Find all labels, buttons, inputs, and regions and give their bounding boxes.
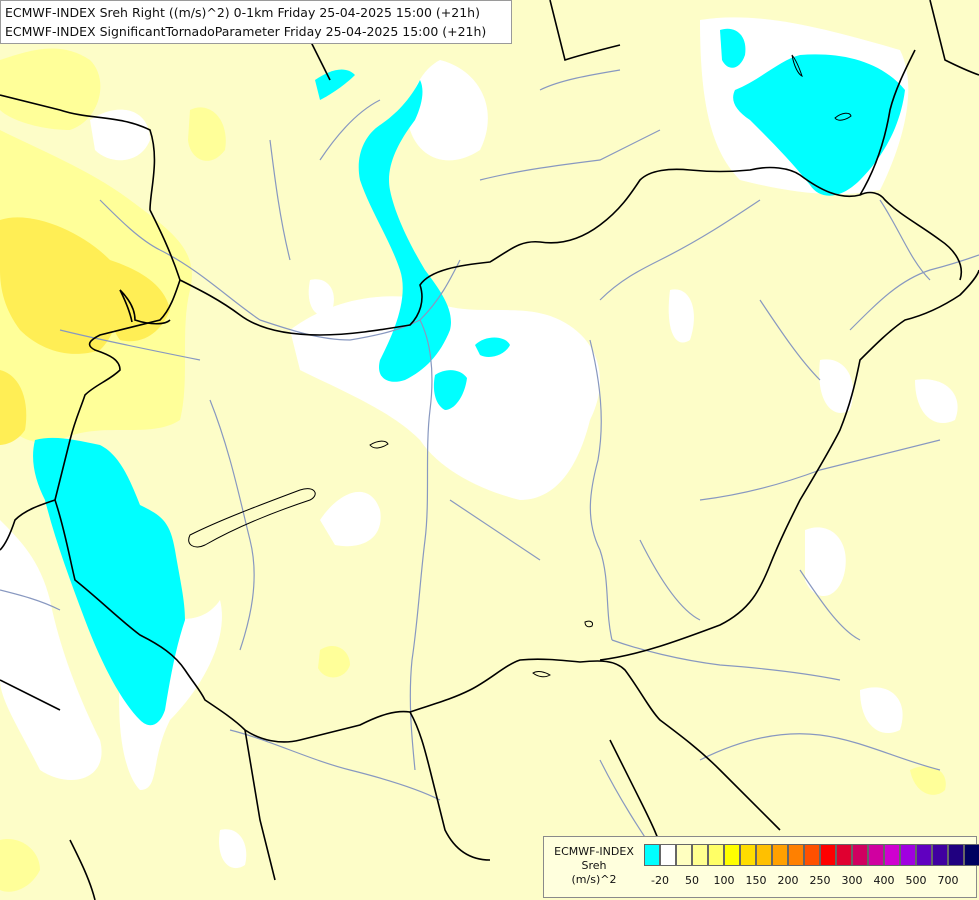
- legend-title-line-1: ECMWF-INDEX: [554, 845, 634, 858]
- legend-tick-label: 400: [873, 874, 895, 887]
- legend-swatch: [916, 844, 932, 866]
- legend-swatch: [852, 844, 868, 866]
- legend-tick-label: 50: [685, 874, 699, 887]
- legend-swatch: [900, 844, 916, 866]
- legend-swatch: [868, 844, 884, 866]
- legend-swatch: [788, 844, 804, 866]
- legend-swatches: [644, 844, 979, 866]
- legend-swatch: [932, 844, 948, 866]
- legend-tick-label: 200: [777, 874, 799, 887]
- legend-swatch: [756, 844, 772, 866]
- yellow-regions: [0, 48, 946, 892]
- legend-tick-label: -20: [651, 874, 669, 887]
- legend-swatch: [740, 844, 756, 866]
- legend-tick-label: 250: [809, 874, 831, 887]
- color-legend: ECMWF-INDEX Sreh (m/s)^2 -20 50 100 150 200 2…: [543, 836, 979, 898]
- legend-swatch: [692, 844, 708, 866]
- legend-title-line-3: (m/s)^2: [571, 873, 617, 886]
- map-title-box: ECMWF-INDEX Sreh Right ((m/s)^2) 0-1km F…: [0, 0, 512, 44]
- legend-tick-label: 150: [745, 874, 767, 887]
- legend-swatch: [804, 844, 820, 866]
- legend-swatch: [836, 844, 852, 866]
- legend-swatch: [660, 844, 676, 866]
- legend-swatch: [884, 844, 900, 866]
- title-line-2: ECMWF-INDEX SignificantTornadoParameter …: [5, 24, 487, 39]
- legend-title: ECMWF-INDEX Sreh (m/s)^2: [548, 845, 640, 887]
- legend-swatch: [772, 844, 788, 866]
- title-line-1: ECMWF-INDEX Sreh Right ((m/s)^2) 0-1km F…: [5, 5, 480, 20]
- legend-title-line-2: Sreh: [581, 859, 607, 872]
- legend-tick-label: 500: [905, 874, 927, 887]
- legend-tick-label: 100: [713, 874, 735, 887]
- legend-swatch: [676, 844, 692, 866]
- legend-tick-label: 700: [937, 874, 959, 887]
- legend-swatch: [820, 844, 836, 866]
- lakes: [188, 54, 852, 678]
- legend-tick-label: 300: [841, 874, 863, 887]
- legend-swatch: [948, 844, 964, 866]
- cyan-regions: [33, 28, 905, 726]
- legend-swatch: [724, 844, 740, 866]
- legend-swatch: [964, 844, 979, 866]
- rivers: [0, 69, 979, 861]
- legend-swatch: [644, 844, 660, 866]
- legend-ticks: -20 50 100 150 200 250 300 400 500 700: [644, 874, 974, 890]
- legend-swatch: [708, 844, 724, 866]
